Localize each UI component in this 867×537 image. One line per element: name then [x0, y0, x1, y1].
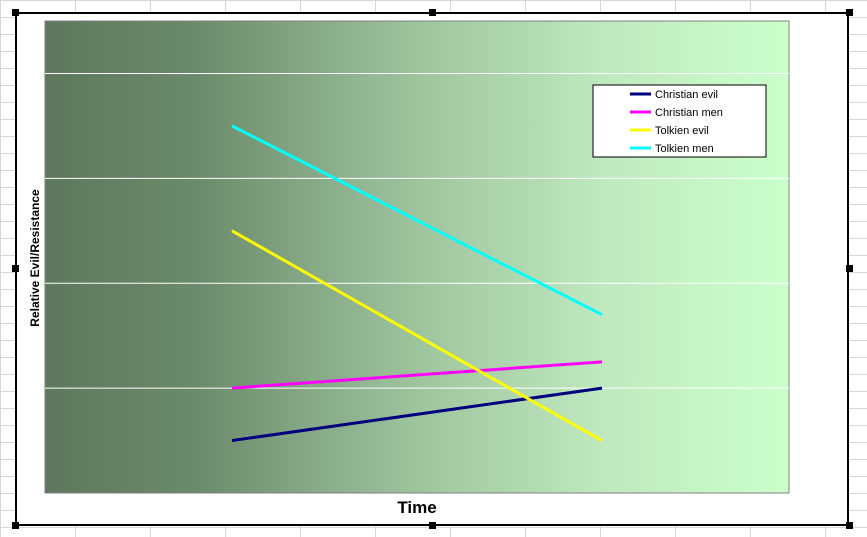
resize-handle-bottom-right[interactable] — [846, 522, 853, 529]
legend-label: Christian men — [655, 107, 723, 119]
resize-handle-middle-left[interactable] — [12, 265, 19, 272]
series-line-christian-evil[interactable] — [231, 386, 603, 443]
resize-handle-bottom-center[interactable] — [429, 522, 436, 529]
series-line-tolkien-evil[interactable] — [231, 229, 603, 442]
resize-handle-top-center[interactable] — [429, 9, 436, 16]
legend-label: Tolkien men — [655, 143, 714, 155]
legend-label: Christian evil — [655, 89, 718, 101]
resize-handle-top-right[interactable] — [846, 9, 853, 16]
y-axis-label: Relative Evil/Resistance — [28, 189, 42, 327]
series-line-tolkien-men[interactable] — [231, 124, 603, 317]
series-line-christian-men[interactable] — [231, 360, 603, 390]
legend[interactable]: Christian evil Christian men Tolkien evil T… — [592, 84, 767, 158]
resize-handle-middle-right[interactable] — [846, 265, 853, 272]
resize-handle-top-left[interactable] — [12, 9, 19, 16]
resize-handle-bottom-left[interactable] — [12, 522, 19, 529]
legend-box — [592, 84, 767, 158]
legend-label: Tolkien evil — [655, 125, 709, 137]
x-axis-label: Time — [397, 498, 436, 517]
